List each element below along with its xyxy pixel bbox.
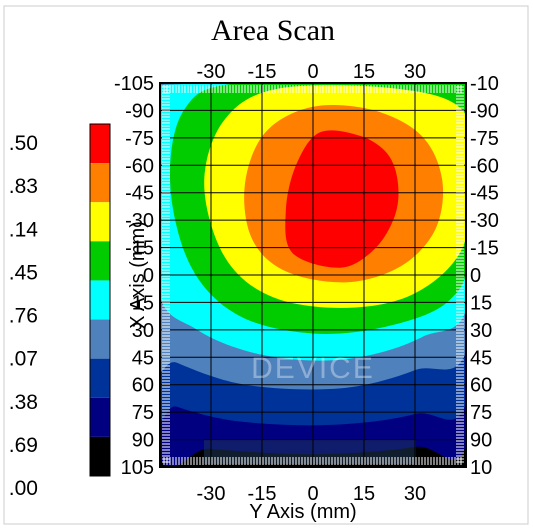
x-tick-label-bottom: 30 bbox=[404, 483, 426, 505]
y-tick-label-left: 15 bbox=[132, 292, 154, 314]
y-tick-label-left: -45 bbox=[125, 183, 154, 205]
x-tick-label-top: 0 bbox=[307, 61, 318, 83]
y-tick-label-left: 0 bbox=[143, 265, 154, 287]
colorbar-swatch bbox=[90, 241, 110, 281]
colorbar-swatch bbox=[90, 163, 110, 203]
y-tick-label-left: 105 bbox=[121, 457, 154, 479]
colorbar-swatch bbox=[90, 124, 110, 164]
y-tick-label-left: -105 bbox=[114, 73, 154, 95]
x-axis-label: Y Axis (mm) bbox=[249, 501, 356, 523]
y-tick-label-right: 45 bbox=[470, 347, 492, 369]
x-tick-label-top: -30 bbox=[197, 61, 226, 83]
y-tick-label-left: -15 bbox=[125, 238, 154, 260]
y-tick-label-right: -10 bbox=[470, 73, 499, 95]
colorbar-label: .50 bbox=[9, 132, 38, 155]
colorbar-swatch bbox=[90, 397, 110, 437]
y-tick-label-left: -90 bbox=[125, 100, 154, 122]
colorbar-label: .00 bbox=[9, 477, 38, 500]
watermark: DEVICE bbox=[251, 352, 375, 385]
y-tick-label-right: -30 bbox=[470, 210, 499, 232]
y-ticks-right: -10 -90 -75 -60 -45 -30 -15 0 15 30 45 60 75 90 10 bbox=[470, 73, 499, 479]
colorbar-label: .45 bbox=[9, 261, 38, 284]
y-tick-label-left: 90 bbox=[132, 430, 154, 452]
hatch-marks bbox=[162, 85, 464, 465]
y-tick-label-right: 90 bbox=[470, 430, 492, 452]
colorbar-label: .07 bbox=[9, 348, 38, 371]
y-tick-label-left: 30 bbox=[132, 320, 154, 342]
plot-area bbox=[160, 83, 466, 467]
colorbar-swatch bbox=[90, 358, 110, 398]
colorbar-label: .14 bbox=[9, 218, 39, 241]
y-ticks-left: -105 -90 -75 -60 -45 -30 -15 0 15 30 45 60 75 90 105 bbox=[114, 73, 154, 479]
y-axis-label: X Axis (mm) bbox=[127, 221, 149, 329]
colorbar-swatch bbox=[90, 436, 110, 476]
x-ticks-bottom: -30 -15 0 15 30 bbox=[197, 483, 427, 505]
colorbar-swatch bbox=[90, 319, 110, 359]
x-tick-label-top: -15 bbox=[248, 61, 277, 83]
y-tick-label-right: 10 bbox=[470, 457, 492, 479]
y-tick-label-left: 60 bbox=[132, 375, 154, 397]
x-tick-label-top: 30 bbox=[404, 61, 426, 83]
y-tick-label-right: -75 bbox=[470, 128, 499, 150]
y-tick-label-left: 45 bbox=[132, 347, 154, 369]
x-tick-label-bottom: -15 bbox=[248, 483, 277, 505]
y-tick-label-right: -90 bbox=[470, 100, 499, 122]
y-tick-label-left: 75 bbox=[132, 402, 154, 424]
y-tick-label-right: -60 bbox=[470, 155, 499, 177]
y-tick-label-right: 75 bbox=[470, 402, 492, 424]
x-tick-label-bottom: 0 bbox=[307, 483, 318, 505]
colorbar-frame bbox=[89, 123, 111, 477]
chart-title: Area Scan bbox=[211, 14, 335, 47]
contour-level-8 bbox=[285, 130, 399, 268]
colorbar-label: .76 bbox=[9, 305, 38, 328]
y-tick-label-left: -60 bbox=[125, 155, 154, 177]
colorbar-swatch bbox=[90, 202, 110, 242]
x-tick-label-top: 15 bbox=[353, 61, 375, 83]
x-tick-label-bottom: 15 bbox=[353, 483, 375, 505]
y-tick-label-right: 60 bbox=[470, 375, 492, 397]
y-tick-label-right: -45 bbox=[470, 183, 499, 205]
y-tick-label-right: 15 bbox=[470, 292, 492, 314]
x-tick-label-bottom: -30 bbox=[197, 483, 226, 505]
plot-frame bbox=[159, 82, 467, 468]
y-tick-label-left: -75 bbox=[125, 128, 154, 150]
y-tick-label-right: 30 bbox=[470, 320, 492, 342]
colorbar-label: .69 bbox=[9, 434, 38, 457]
colorbar bbox=[89, 123, 111, 477]
x-ticks-top: -30 -15 0 15 30 bbox=[197, 61, 427, 83]
y-tick-label-right: 0 bbox=[470, 265, 481, 287]
y-tick-label-right: -15 bbox=[470, 238, 499, 260]
colorbar-label: .83 bbox=[9, 175, 38, 198]
colorbar-swatch bbox=[90, 280, 110, 320]
y-tick-label-left: -30 bbox=[125, 210, 154, 232]
grid-lines bbox=[160, 83, 466, 467]
colorbar-label: .38 bbox=[9, 391, 38, 414]
colorbar-labels: .50 .83 .14 .45 .76 .07 .38 .69 .00 bbox=[9, 132, 39, 500]
